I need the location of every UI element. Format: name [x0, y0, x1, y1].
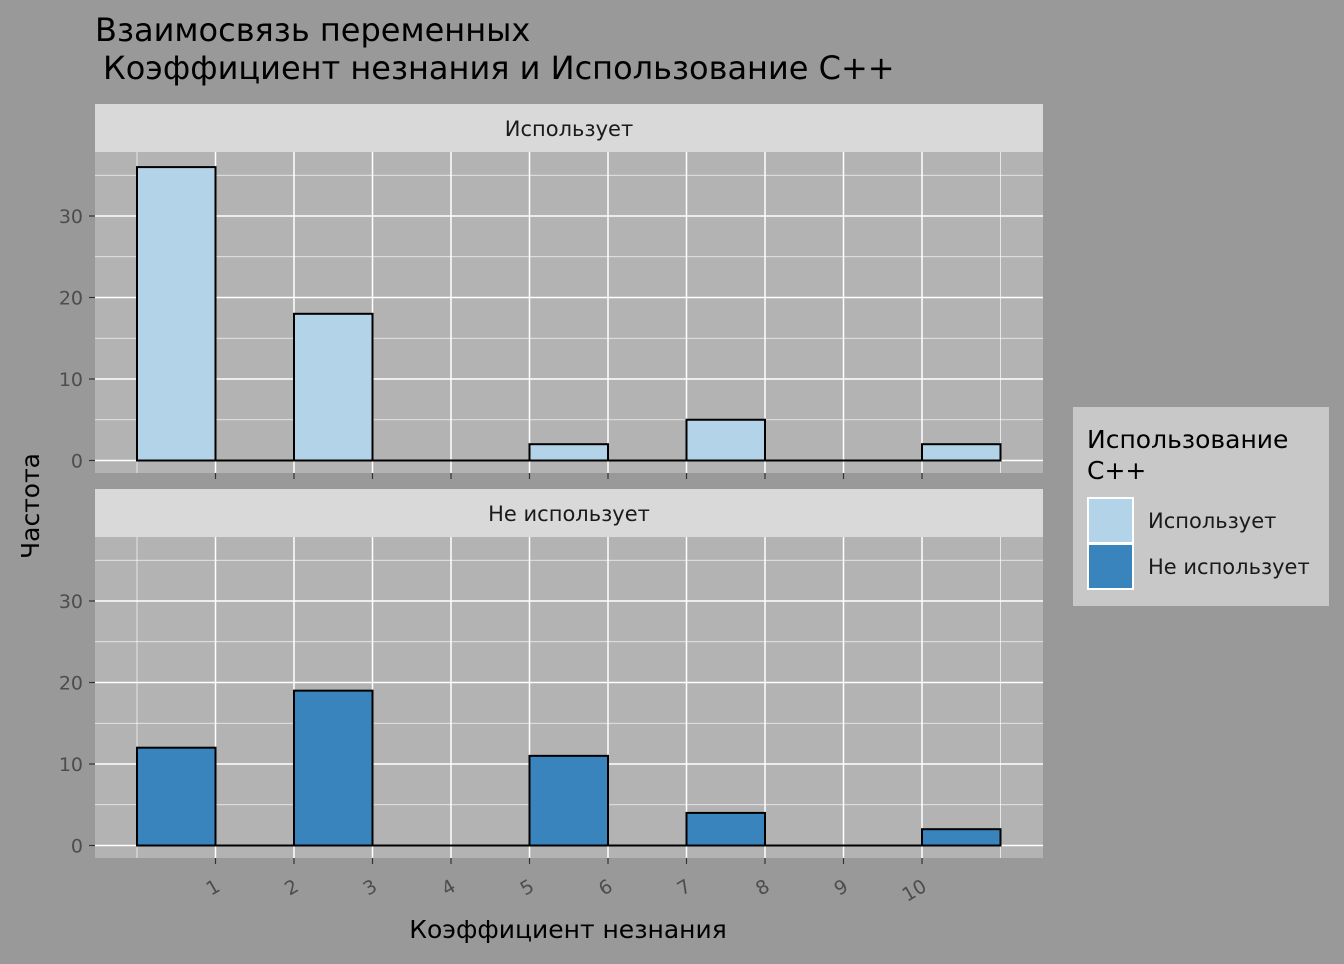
- bar: [685, 418, 766, 462]
- facet-strip: [95, 489, 1043, 537]
- y-tick-label: 30: [59, 591, 83, 613]
- panel-background: [95, 152, 1043, 473]
- y-tick-label: 20: [59, 288, 83, 310]
- bars: [136, 166, 1002, 462]
- legend-key-label: Не использует: [1148, 555, 1310, 579]
- facet-strip-label: Использует: [505, 117, 633, 141]
- bar: [136, 746, 217, 847]
- bar: [921, 828, 1002, 847]
- legend: Использование С++ Использует Не использует: [1073, 407, 1329, 606]
- x-tick-label: 4: [438, 875, 459, 900]
- y-axis-label: Частота: [16, 453, 45, 559]
- bar: [293, 689, 374, 847]
- facet-panel: Использует 0 10 20 30: [59, 104, 1043, 479]
- y-tick-label: 0: [71, 836, 83, 858]
- chart-title: Взаимосвязь переменных: [95, 11, 530, 49]
- bar: [528, 443, 609, 462]
- bar: [685, 811, 766, 847]
- legend-keys: Использует Не использует: [1087, 497, 1310, 590]
- facet-strip-label: Не использует: [488, 502, 650, 526]
- bar: [293, 312, 374, 462]
- x-tick-label: 3: [360, 875, 381, 900]
- legend-title: Использование С++: [1087, 425, 1288, 485]
- y-tick-label: 30: [59, 206, 83, 228]
- chart-subtitle: Коэффициент незнания и Использование С++: [103, 49, 895, 87]
- y-tick-label: 10: [59, 754, 83, 776]
- x-axis-label: Коэффициент незнания: [409, 915, 727, 944]
- bar: [921, 443, 1002, 462]
- facet-strip: [95, 104, 1043, 152]
- x-tick-label: 10: [899, 875, 931, 906]
- legend-title-line: С++: [1087, 456, 1146, 485]
- x-tick-label: 2: [281, 875, 302, 900]
- legend-key-label: Использует: [1148, 509, 1276, 533]
- legend-title-line: Использование: [1087, 425, 1288, 454]
- legend-key-swatch: [1087, 497, 1134, 544]
- bar: [136, 166, 217, 462]
- x-tick-label: 9: [831, 875, 852, 900]
- x-tick-label: 5: [517, 875, 538, 900]
- bar: [528, 754, 609, 847]
- y-tick-label: 10: [59, 369, 83, 391]
- x-ticks-layer: 1 2 3 4 5 6 7 8 9 10: [203, 875, 931, 906]
- facet-panel: Не использует 0 10 20 30: [59, 489, 1043, 864]
- y-tick-label: 20: [59, 673, 83, 695]
- facets-layer: Использует 0 10 20 30 Не использует 0 10 20 30: [59, 104, 1043, 864]
- x-tick-label: 1: [203, 875, 224, 900]
- bars: [136, 689, 1002, 847]
- x-tick-label: 6: [595, 875, 616, 900]
- x-tick-label: 7: [674, 875, 695, 900]
- y-tick-label: 0: [71, 451, 83, 473]
- legend-key-swatch: [1087, 543, 1134, 590]
- x-tick-label: 8: [752, 875, 773, 900]
